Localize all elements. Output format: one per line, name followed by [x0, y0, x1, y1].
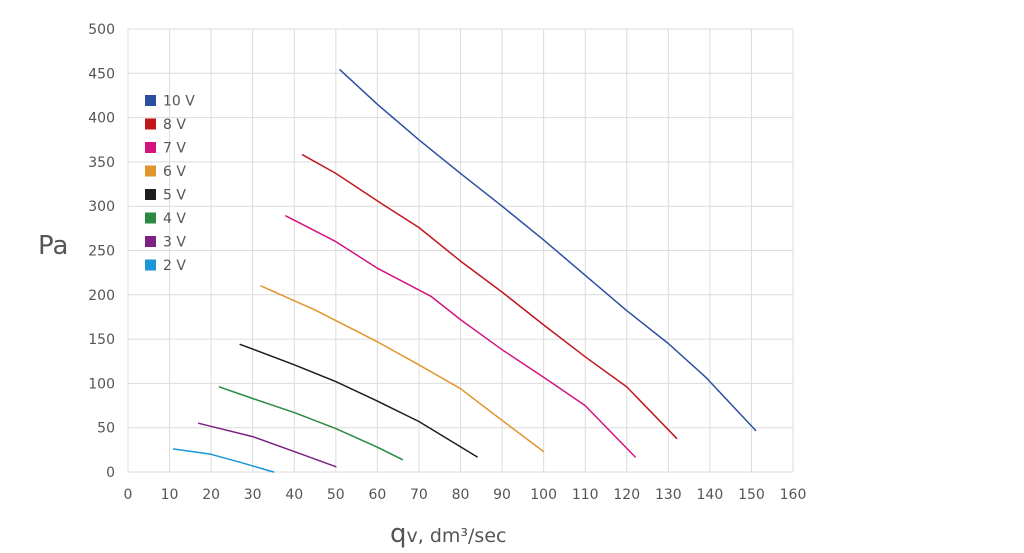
- series-line-10v: [339, 69, 757, 432]
- x-axis-label-rest: v, dm³/sec: [407, 525, 507, 547]
- series-line-7v: [285, 215, 636, 458]
- y-tick-label: 50: [97, 421, 115, 437]
- axes: 0 10 20 30 40 50 60 70 80 90 100 110 120 130 140 150 160…: [88, 22, 806, 503]
- legend-label: 8 V: [163, 117, 186, 133]
- x-axis-label: qv, dm³/sec: [390, 519, 506, 549]
- x-tick-label: 10: [161, 487, 179, 503]
- x-tick-label: 80: [452, 487, 470, 503]
- legend: 10 V 8 V 7 V 6 V 5 V 4 V 3 V 2 V: [145, 94, 195, 274]
- x-tick-label: 40: [285, 487, 303, 503]
- legend-swatch: [145, 189, 156, 200]
- series-line-6v: [260, 285, 545, 453]
- y-tick-label: 300: [88, 199, 115, 215]
- legend-swatch: [145, 142, 156, 153]
- x-tick-label: 110: [572, 487, 599, 503]
- x-tick-label: 60: [368, 487, 386, 503]
- series-line-8v: [301, 154, 678, 440]
- legend-label: 2 V: [163, 258, 186, 274]
- series-line-4v: [218, 386, 404, 461]
- x-tick-label: 140: [697, 487, 724, 503]
- legend-label: 3 V: [163, 235, 186, 251]
- x-tick-label: 120: [613, 487, 640, 503]
- x-tick-label: 100: [530, 487, 557, 503]
- y-axis-label: Pa: [38, 231, 68, 261]
- y-tick-label: 350: [88, 155, 115, 171]
- x-tick-label: 0: [124, 487, 133, 503]
- y-tick-label: 500: [88, 22, 115, 38]
- x-tick-label: 20: [202, 487, 220, 503]
- series-line-2v: [172, 448, 275, 473]
- y-tick-label: 450: [88, 66, 115, 82]
- x-axis-label-main: q: [390, 519, 407, 549]
- x-tick-label: 90: [493, 487, 511, 503]
- y-tick-label: 150: [88, 332, 115, 348]
- y-tick-label: 0: [106, 465, 115, 481]
- legend-swatch: [145, 212, 156, 224]
- legend-swatch: [145, 95, 156, 106]
- series-line-3v: [197, 422, 337, 468]
- legend-swatch: [145, 259, 156, 271]
- grid: [127, 28, 794, 473]
- legend-swatch: [145, 165, 156, 177]
- legend-label: 7 V: [163, 141, 186, 157]
- x-tick-label: 160: [780, 487, 807, 503]
- x-tick-label: 130: [655, 487, 682, 503]
- legend-swatch: [145, 118, 156, 130]
- x-tick-label: 150: [738, 487, 765, 503]
- y-tick-label: 100: [88, 376, 115, 392]
- y-tick-label: 250: [88, 244, 115, 260]
- legend-label: 6 V: [163, 164, 186, 180]
- legend-swatch: [145, 236, 156, 247]
- x-tick-label: 70: [410, 487, 428, 503]
- legend-label: 5 V: [163, 188, 186, 204]
- x-tick-label: 50: [327, 487, 345, 503]
- y-tick-label: 400: [88, 111, 115, 127]
- series-lines: [172, 69, 757, 473]
- legend-label: 10 V: [163, 94, 195, 110]
- legend-label: 4 V: [163, 211, 186, 227]
- series-line-5v: [239, 343, 478, 458]
- x-tick-label: 30: [244, 487, 262, 503]
- y-tick-label: 200: [88, 288, 115, 304]
